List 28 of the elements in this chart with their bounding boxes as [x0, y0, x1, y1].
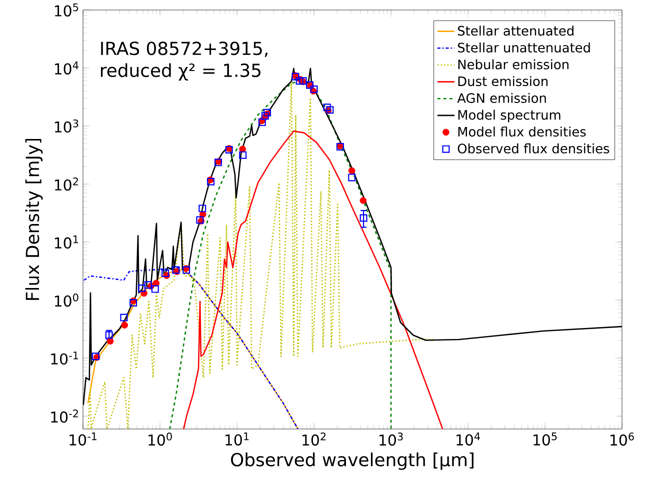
y-axis-title: Flux Density [mJy]: [25, 138, 43, 300]
legend-label: Stellar attenuated: [458, 26, 574, 36]
x-tick-label: 10$^{0}$: [148, 432, 172, 446]
x-tick-label: 10$^{5}$: [534, 432, 557, 446]
legend-label: Nebular emission: [458, 59, 568, 70]
y-tick-label: 10$^{-1}$: [51, 352, 78, 365]
legend-label: Model spectrum: [458, 110, 560, 122]
x-tick-label: 10$^{1}$: [226, 432, 249, 446]
x-tick-label: 10$^{-1}$: [70, 432, 97, 446]
y-tick-label: 10$^{2}$: [54, 177, 78, 191]
y-tick-label: 10$^{4}$: [54, 61, 78, 75]
y-tick-label: 10$^{0}$: [54, 294, 78, 307]
x-tick-label: 10$^{3}$: [380, 432, 403, 446]
annotation: reduced χ² = 1.35: [100, 63, 260, 81]
legend-label: Model flux densities: [458, 126, 586, 137]
y-tick-label: 10$^{1}$: [54, 236, 78, 249]
annotation: IRAS 08572+3915,: [101, 42, 268, 58]
y-tick-label: 10$^{3}$: [54, 119, 78, 133]
x-axis-title: Observed wavelength [μm]: [230, 452, 474, 470]
y-tick-label: 10$^{5}$: [54, 3, 78, 17]
legend-label: Dust emission: [458, 76, 548, 86]
y-tick-label: 10$^{-2}$: [51, 410, 78, 423]
legend-label: Observed flux densities: [458, 143, 610, 154]
x-tick-label: 10$^{4}$: [456, 432, 480, 446]
x-tick-label: 10$^{6}$: [610, 432, 634, 446]
legend-label: AGN emission: [457, 92, 546, 103]
x-tick-label: 10$^{2}$: [302, 432, 326, 446]
legend-label: Stellar unattenuated: [458, 42, 590, 53]
